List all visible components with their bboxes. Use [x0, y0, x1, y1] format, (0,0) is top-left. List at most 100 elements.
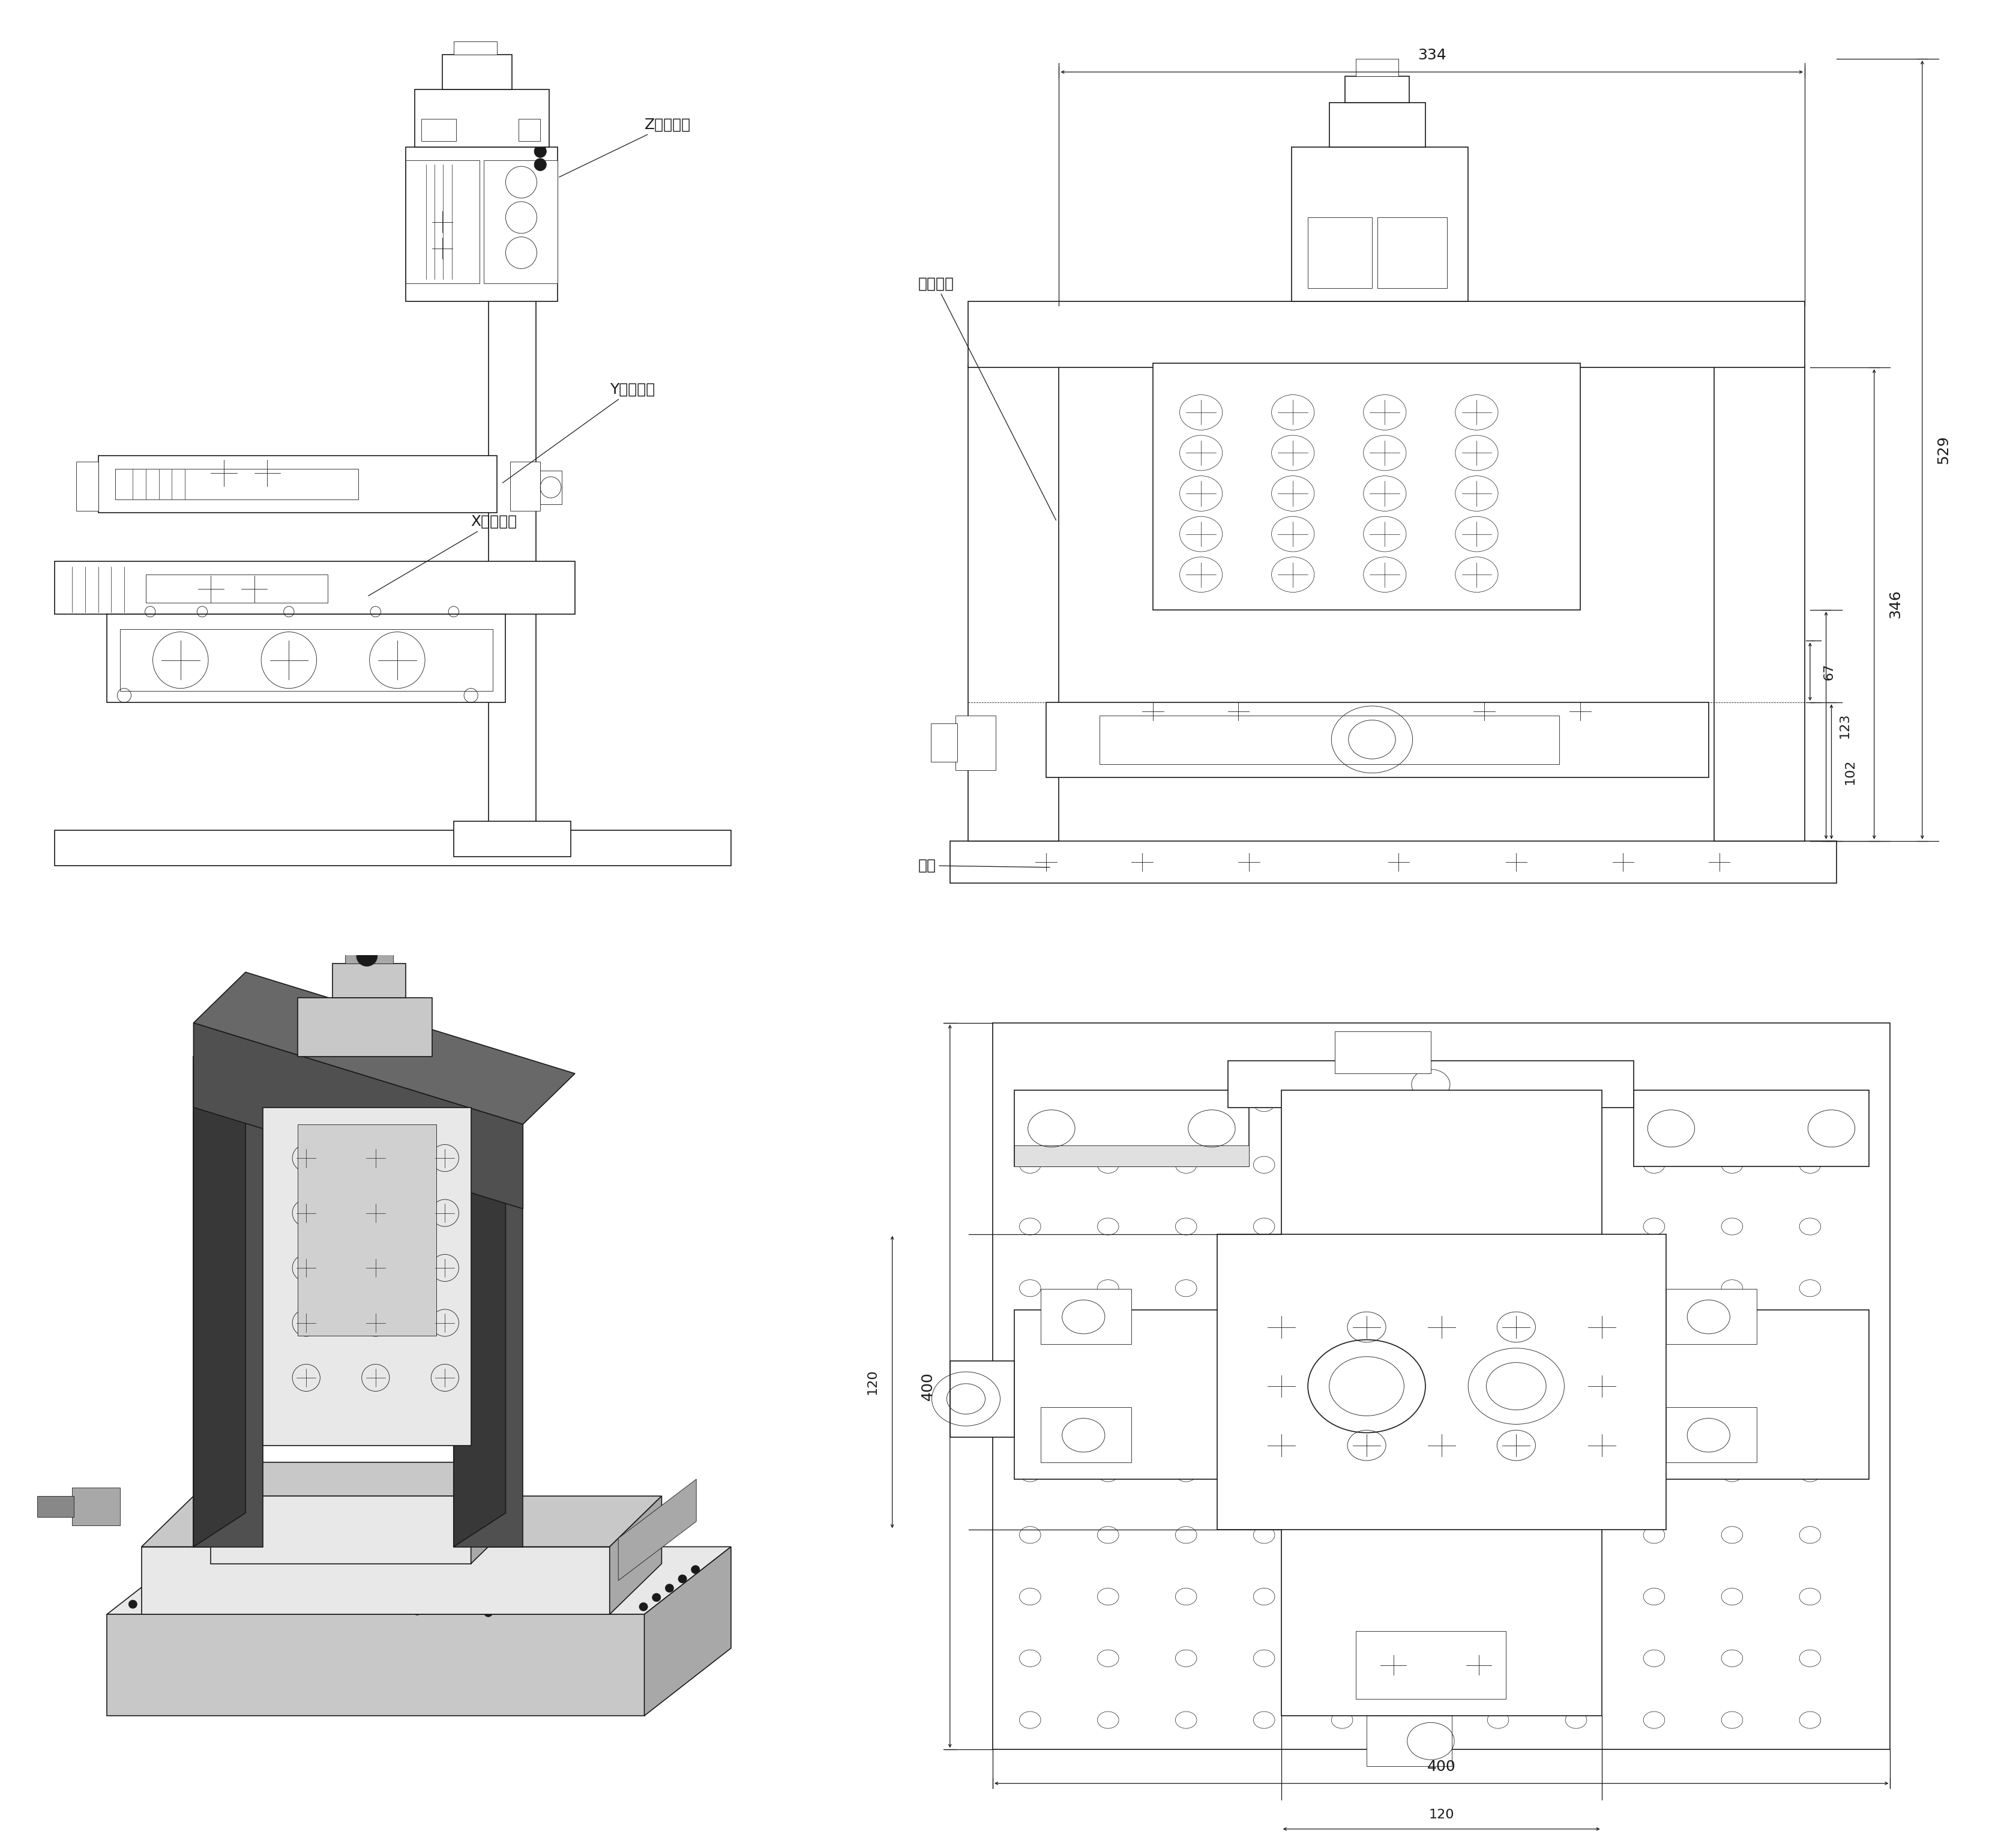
Circle shape [141, 1591, 151, 1600]
Bar [77, 461, 99, 511]
Circle shape [194, 1554, 202, 1561]
Bar [950, 1361, 1014, 1437]
Polygon shape [194, 1023, 246, 1547]
Bar [1345, 77, 1409, 103]
Bar [99, 456, 498, 513]
Bar [931, 724, 958, 762]
Bar [1665, 1407, 1756, 1462]
Bar [518, 119, 540, 141]
Bar [1633, 1091, 1869, 1166]
Bar [1014, 1310, 1869, 1479]
Bar [1329, 103, 1425, 147]
Bar [1099, 716, 1558, 764]
Bar [1228, 1060, 1633, 1108]
Bar [1665, 1290, 1756, 1345]
Text: 529: 529 [1935, 435, 1951, 465]
Bar [956, 716, 996, 770]
Polygon shape [298, 1124, 435, 1335]
Bar [1040, 1290, 1131, 1345]
Circle shape [536, 1571, 544, 1580]
Text: 123: 123 [1839, 713, 1851, 738]
Polygon shape [141, 1547, 609, 1615]
Circle shape [522, 1580, 532, 1589]
Circle shape [534, 158, 546, 171]
Text: 67: 67 [1822, 663, 1835, 680]
Bar [950, 841, 1837, 884]
Polygon shape [212, 1495, 472, 1563]
Polygon shape [454, 1157, 506, 1547]
Bar [510, 461, 540, 511]
Text: 120: 120 [867, 1369, 879, 1394]
Circle shape [270, 1604, 280, 1611]
Circle shape [478, 1560, 486, 1569]
Bar [115, 468, 359, 500]
Bar [1377, 217, 1447, 288]
Bar [488, 125, 536, 830]
Circle shape [200, 1602, 208, 1609]
Circle shape [407, 1558, 415, 1567]
Circle shape [665, 1583, 673, 1593]
Bar [1014, 1091, 1250, 1166]
Bar [1335, 1031, 1431, 1073]
Bar [345, 946, 393, 964]
Bar [1218, 1234, 1665, 1530]
Polygon shape [194, 1056, 262, 1547]
Text: Z轴位移台: Z轴位移台 [558, 118, 691, 176]
Circle shape [212, 1593, 222, 1600]
Circle shape [337, 1558, 345, 1565]
Circle shape [498, 1600, 506, 1607]
Polygon shape [194, 1023, 522, 1209]
Bar [119, 630, 492, 691]
Circle shape [510, 1589, 518, 1598]
Bar [1357, 1631, 1506, 1699]
Circle shape [167, 1572, 175, 1580]
Circle shape [367, 1587, 377, 1595]
Text: 龙门支架: 龙门支架 [917, 276, 1056, 520]
Circle shape [296, 1585, 304, 1593]
Circle shape [581, 1591, 591, 1600]
Circle shape [466, 1569, 474, 1578]
Bar [1714, 366, 1804, 841]
Text: 120: 120 [1429, 1809, 1454, 1820]
Bar [1308, 217, 1373, 288]
Bar [454, 40, 498, 55]
Text: 400: 400 [1427, 1760, 1456, 1775]
Bar [992, 1023, 1891, 1749]
Bar [968, 301, 1804, 367]
Circle shape [381, 1578, 389, 1585]
Polygon shape [609, 1495, 661, 1615]
Circle shape [639, 1602, 647, 1611]
Text: 346: 346 [1889, 590, 1903, 619]
Polygon shape [141, 1495, 661, 1547]
Polygon shape [262, 1108, 472, 1446]
Circle shape [413, 1607, 421, 1615]
Bar [415, 90, 548, 147]
Polygon shape [194, 972, 575, 1124]
Bar [540, 470, 562, 503]
Text: Y轴位移台: Y轴位移台 [502, 382, 655, 483]
Bar [1282, 1091, 1601, 1716]
Text: 334: 334 [1417, 48, 1445, 62]
Circle shape [393, 1567, 403, 1576]
Circle shape [181, 1563, 190, 1571]
Bar [107, 614, 506, 702]
Circle shape [621, 1563, 629, 1572]
Bar [454, 821, 571, 856]
Polygon shape [107, 1615, 645, 1716]
Bar [1153, 364, 1581, 610]
Bar [54, 562, 575, 614]
Circle shape [607, 1572, 615, 1582]
Circle shape [226, 1583, 234, 1591]
Polygon shape [454, 1192, 522, 1547]
Circle shape [252, 1565, 260, 1572]
Circle shape [310, 1576, 319, 1583]
Bar [1040, 1407, 1131, 1462]
Bar [54, 830, 732, 865]
Circle shape [357, 946, 377, 966]
Bar [968, 366, 1058, 841]
Text: X轴位移台: X轴位移台 [369, 514, 518, 595]
Bar [73, 1488, 119, 1525]
Text: 102: 102 [1845, 759, 1857, 784]
Circle shape [691, 1565, 700, 1574]
Bar [1367, 1716, 1452, 1767]
